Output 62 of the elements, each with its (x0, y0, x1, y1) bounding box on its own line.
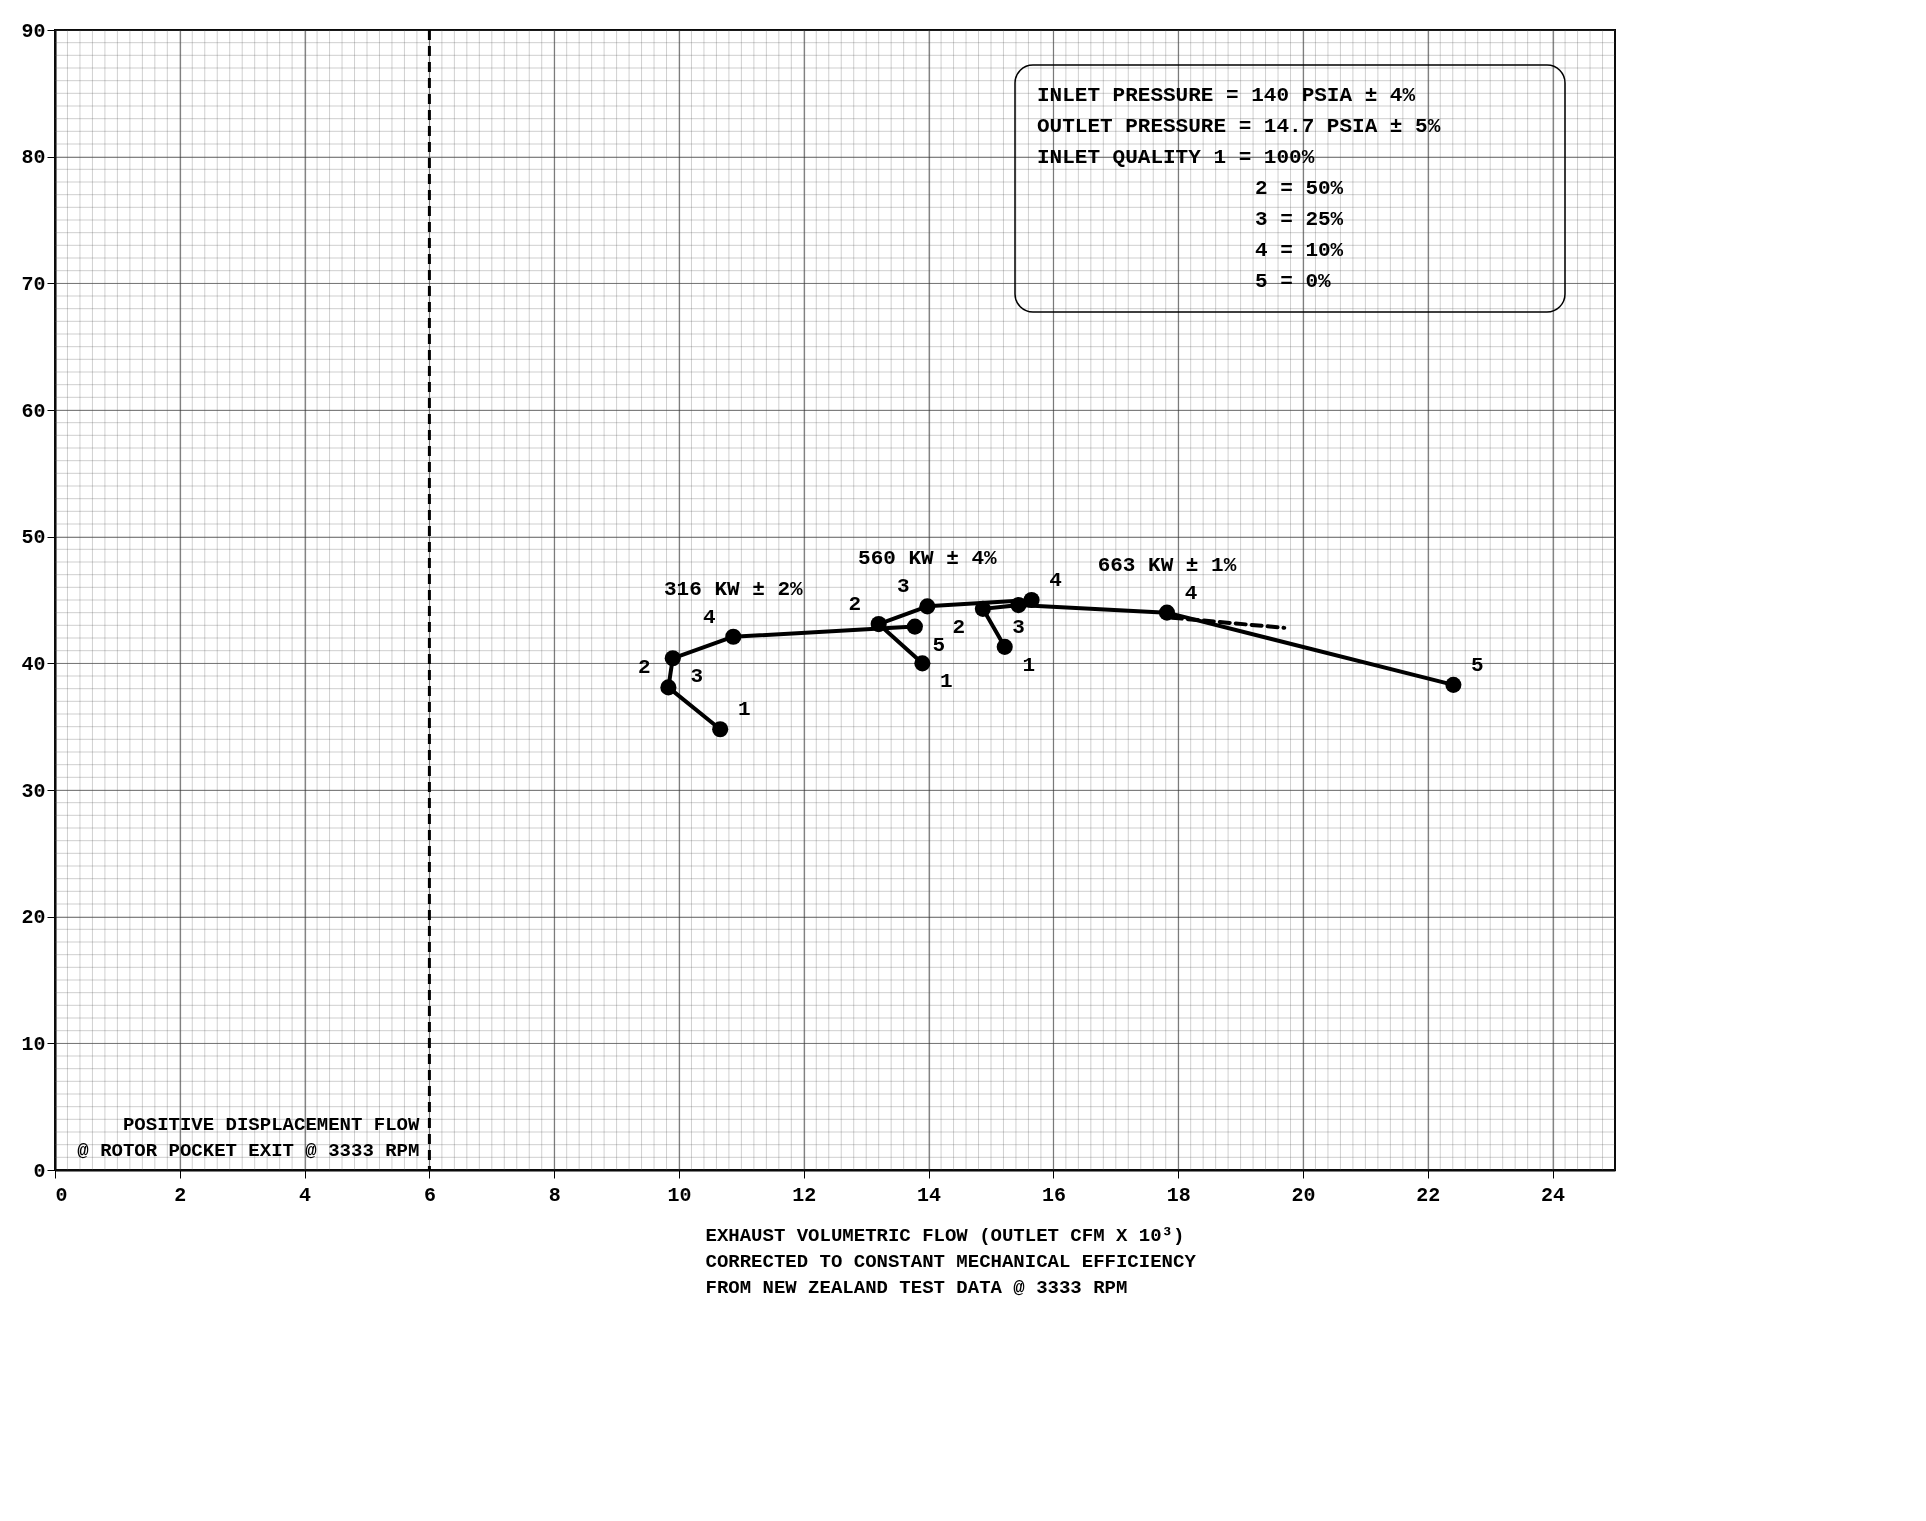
x-tick-label: 6 (423, 1183, 436, 1207)
point (919, 598, 936, 615)
point (906, 618, 923, 635)
x-tick-label: 24 (1541, 1183, 1566, 1207)
point (996, 638, 1013, 655)
x-tick-label: 18 (1166, 1183, 1191, 1207)
y-tick-label: 40 (21, 652, 46, 676)
point (660, 679, 677, 696)
point (1010, 597, 1027, 614)
point (712, 721, 729, 738)
series-label: 316 KW ± 2% (663, 577, 803, 601)
y-tick-label: 90 (21, 19, 46, 43)
point (725, 628, 742, 645)
annotation: 2 (638, 656, 651, 680)
x-tick-label: 8 (548, 1183, 561, 1207)
series-label: 663 KW ± 1% (1097, 553, 1237, 577)
annotation: 4 (1049, 569, 1062, 592)
ref-line-label: POSITIVE DISPLACEMENT FLOW @ ROTOR POCKET EXIT @ 3333 RPM (77, 1114, 420, 1162)
annotation: 5 (1471, 653, 1484, 677)
annotation: 3 (1012, 616, 1025, 640)
point (1445, 676, 1462, 693)
annotation: 2 = 50% (1255, 177, 1344, 200)
annotation: 2 (848, 593, 861, 617)
annotation: INLET QUALITY 1 = 100% (1037, 146, 1315, 169)
y-tick-label: 60 (21, 399, 46, 423)
x-tick-label: 14 (917, 1183, 942, 1207)
y-tick-label: 50 (21, 526, 46, 550)
annotation: 3 (897, 575, 910, 599)
x-tick-label: 22 (1416, 1183, 1441, 1207)
annotation: 5 = 0% (1255, 270, 1332, 293)
series-label: 560 KW ± 4% (858, 547, 998, 571)
annotation: 1 (940, 670, 953, 694)
annotation: 3 (690, 665, 704, 689)
x-tick-label: 12 (792, 1183, 817, 1207)
x-tick-label: 2 (174, 1183, 187, 1207)
annotation: INLET PRESSURE = 140 PSIA ± 4% (1037, 84, 1416, 107)
x-tick-label: 10 (667, 1183, 692, 1207)
y-tick-label: 0 (33, 1159, 46, 1183)
annotation: 2 (952, 615, 966, 639)
y-tick-label: 70 (21, 272, 46, 296)
annotation: OUTLET PRESSURE = 14.7 PSIA ± 5% (1037, 115, 1441, 138)
annotation: 1 (737, 698, 751, 722)
x-tick-label: 20 (1291, 1183, 1316, 1207)
point (664, 650, 681, 667)
point (974, 600, 991, 617)
annotation: 3 = 25% (1255, 208, 1344, 231)
point (914, 655, 931, 672)
point (870, 616, 887, 633)
annotation: 1 (1022, 653, 1036, 677)
x-tick-label: 4 (299, 1183, 312, 1207)
x-axis-title: EXHAUST VOLUMETRIC FLOW (OUTLET CFM X 10³) CORRECTED TO CONSTANT MECHANICAL EFFICIENCY FROM NEW ZEALAND TEST DATA @ 3333 RPM (705, 1224, 1197, 1299)
x-tick-label: 0 (55, 1183, 68, 1207)
y-tick-label: 30 (21, 779, 46, 803)
annotation: 4 (702, 605, 716, 629)
x-tick-label: 16 (1041, 1183, 1066, 1207)
annotation: 4 = 10% (1255, 239, 1344, 262)
y-tick-label: 20 (21, 906, 46, 930)
y-tick-label: 80 (21, 146, 46, 170)
point (1158, 604, 1176, 621)
annotation: 4 (1184, 581, 1198, 605)
annotation: 5 (932, 633, 946, 657)
y-tick-label: 10 (21, 1032, 46, 1056)
